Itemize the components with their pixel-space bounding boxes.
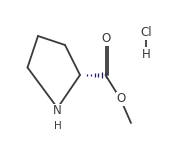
Text: H: H: [142, 48, 150, 60]
Text: O: O: [117, 93, 126, 105]
Text: O: O: [102, 33, 111, 45]
Text: H: H: [54, 121, 61, 131]
Text: N: N: [53, 105, 62, 117]
Text: Cl: Cl: [140, 27, 152, 39]
